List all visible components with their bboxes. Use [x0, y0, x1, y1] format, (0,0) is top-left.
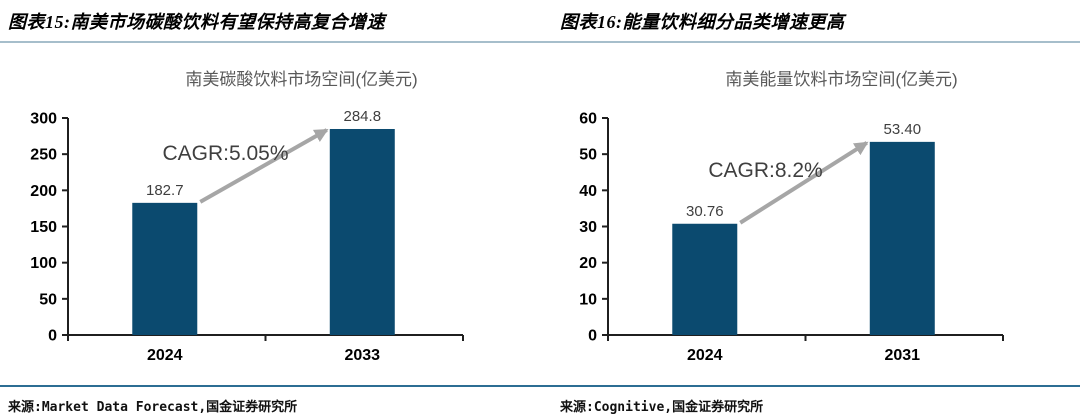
carbonated-drinks-bar-chart: 南美碳酸饮料市场空间(亿美元) 0 50 100 150 200 250 300 182.7 20… [30, 70, 464, 364]
energy-drinks-bar-chart: 南美能量饮料市场空间(亿美元) 0 10 20 30 40 50 60 30.76 2024 53.… [579, 70, 1004, 364]
x-tick-label: 2024 [147, 347, 183, 364]
y-tick-label: 150 [30, 219, 57, 236]
header-underline [0, 41, 1080, 43]
y-tick-label: 30 [579, 219, 597, 236]
bar-2031 [869, 141, 935, 335]
bar-value-label: 182.7 [146, 182, 184, 199]
y-tick-label: 40 [579, 183, 597, 200]
bar-2024 [672, 223, 738, 335]
footer-rule [0, 385, 1080, 387]
y-tick-label: 250 [30, 147, 57, 164]
y-tick-label: 50 [579, 147, 597, 164]
x-tick-label: 2033 [344, 347, 380, 364]
y-tick-label: 10 [579, 291, 597, 308]
y-tick-label: 0 [48, 328, 57, 345]
figure16-source: 来源:Cognitive,国金证券研究所 [560, 400, 764, 415]
cagr-arrow [199, 128, 329, 204]
chart-title: 南美碳酸饮料市场空间(亿美元) [185, 70, 417, 89]
cagr-arrow [739, 141, 869, 225]
cagr-annotation: CAGR:8.2% [708, 159, 822, 182]
bar-value-label: 30.76 [686, 203, 724, 220]
figure15-header: 图表15:南美市场碳酸饮料有望保持高复合增速 [8, 12, 385, 32]
cagr-annotation: CAGR:5.05% [162, 142, 288, 165]
figure15-source: 来源:Market Data Forecast,国金证券研究所 [8, 400, 298, 415]
y-tick-label: 60 [579, 111, 597, 128]
x-tick-label: 2031 [884, 347, 920, 364]
bar-value-label: 284.8 [344, 108, 382, 125]
y-tick-label: 0 [588, 328, 597, 345]
bar-value-label: 53.40 [884, 121, 922, 138]
bar-2024 [132, 202, 198, 335]
y-tick-label: 100 [30, 255, 57, 272]
figure16-header: 图表16:能量饮料细分品类增速更高 [560, 12, 845, 32]
y-tick-label: 300 [30, 111, 57, 128]
x-tick-label: 2024 [687, 347, 723, 364]
y-tick-label: 20 [579, 255, 597, 272]
chart-title: 南美能量饮料市场空间(亿美元) [725, 70, 957, 89]
y-tick-label: 200 [30, 183, 57, 200]
bar-2033 [329, 128, 395, 335]
y-tick-label: 50 [39, 291, 57, 308]
